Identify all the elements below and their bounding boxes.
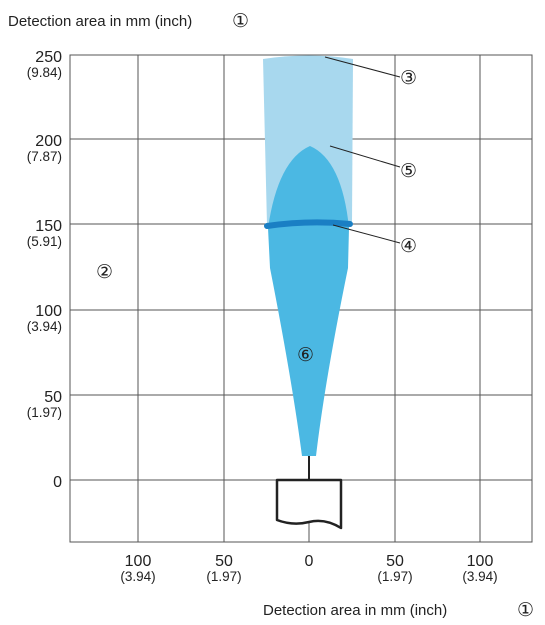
y-tick-mm: 100 [35, 303, 62, 320]
callout-3: ③ [400, 68, 417, 89]
sensor-icon [275, 478, 343, 530]
y-tick-inch: (3.94) [27, 319, 62, 334]
x-tick-mm: 0 [305, 553, 314, 570]
y-tick-mm: 50 [44, 389, 62, 406]
callout-2: ② [96, 262, 113, 283]
x-tick-mm: 100 [467, 553, 494, 570]
y-tick-mm: 0 [53, 474, 62, 491]
callout-line-5 [329, 145, 401, 168]
switching-distance-band [264, 219, 353, 229]
y-tick-inch: (9.84) [27, 65, 62, 80]
x-tick-mm: 100 [125, 553, 152, 570]
callout-6: ⑥ [297, 345, 314, 366]
y-tick-inch: (5.91) [27, 234, 62, 249]
callout-4: ④ [400, 236, 417, 257]
top-axis-title: Detection area in mm (inch) [8, 13, 192, 30]
y-axis-labels: 250 (9.84) 200 (7.87) 150 (5.91) 100 (3.… [27, 49, 62, 491]
x-tick-mm: 50 [386, 553, 404, 570]
plot-frame [69, 54, 533, 543]
x-tick-inch: (3.94) [462, 569, 497, 584]
y-tick-mm: 150 [35, 218, 62, 235]
bottom-axis-title: Detection area in mm (inch) [263, 602, 447, 619]
y-tick-inch: (1.97) [27, 405, 62, 420]
y-tick-inch: (7.87) [27, 149, 62, 164]
top-axis-title-marker: ① [232, 11, 249, 32]
callout-line-3 [324, 56, 401, 78]
x-tick-inch: (1.97) [377, 569, 412, 584]
x-tick-inch: (3.94) [120, 569, 155, 584]
y-tick-mm: 200 [35, 133, 62, 150]
x-tick-mm: 50 [215, 553, 233, 570]
x-axis-labels: 100 (3.94) 50 (1.97) 0 50 (1.97) 100 (3.… [120, 553, 497, 584]
callout-line-4 [332, 224, 401, 244]
bottom-axis-title-marker: ① [517, 600, 534, 621]
y-tick-mm: 250 [35, 49, 62, 66]
callout-5: ⑤ [400, 161, 417, 182]
x-tick-inch: (1.97) [206, 569, 241, 584]
inner-detection-zone [268, 146, 349, 456]
